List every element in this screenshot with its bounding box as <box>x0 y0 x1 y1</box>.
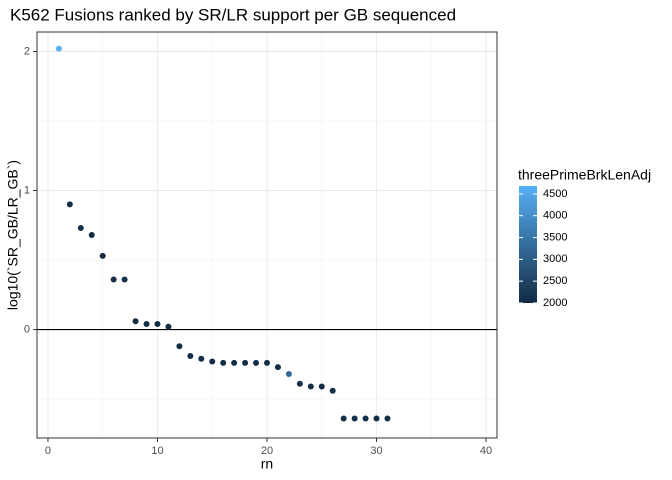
y-tick-label: 2 <box>24 45 30 57</box>
point <box>110 276 117 283</box>
point <box>307 383 314 390</box>
point <box>362 415 369 422</box>
x-tick-label: 0 <box>45 445 51 457</box>
legend-label: 3500 <box>543 231 567 243</box>
point <box>340 415 347 422</box>
point <box>198 355 205 362</box>
point <box>274 364 281 371</box>
point <box>220 359 227 366</box>
legend-label: 4000 <box>543 210 567 222</box>
point <box>132 318 139 325</box>
point <box>187 352 194 359</box>
legend-label: 4500 <box>543 188 567 200</box>
x-tick-label: 20 <box>261 445 273 457</box>
x-tick-label: 40 <box>480 445 492 457</box>
point <box>143 320 150 327</box>
y-tick-label: 0 <box>24 323 30 335</box>
point <box>209 358 216 365</box>
point <box>55 45 62 52</box>
point <box>88 232 95 238</box>
point <box>296 380 303 387</box>
point <box>384 415 391 422</box>
point <box>264 359 270 366</box>
point <box>318 383 325 390</box>
point <box>329 387 336 394</box>
point <box>66 201 73 208</box>
legend-title: threePrimeBrkLenAdj <box>518 167 651 183</box>
point <box>77 225 84 232</box>
x-tick-label: 10 <box>151 445 163 457</box>
colorbar <box>519 186 537 303</box>
point <box>154 320 161 327</box>
legend-label: 2000 <box>543 297 567 309</box>
point <box>351 415 358 422</box>
point <box>176 343 183 350</box>
panel-border <box>36 31 498 439</box>
legend-label: 2500 <box>543 275 567 287</box>
x-tick-label: 30 <box>370 445 382 457</box>
y-axis-label: log10(`SR_GB/LR_GB`) <box>5 160 21 310</box>
point <box>285 371 292 378</box>
x-axis-label: rn <box>261 456 273 472</box>
legend-label: 3000 <box>543 253 567 265</box>
point <box>253 359 260 366</box>
chart-title: K562 Fusions ranked by SR/LR support per… <box>10 5 456 24</box>
point <box>99 252 106 259</box>
point <box>242 359 249 366</box>
point <box>373 415 380 422</box>
y-tick-label: 1 <box>24 184 30 196</box>
point <box>231 359 238 366</box>
point <box>165 323 172 330</box>
point <box>121 276 128 283</box>
